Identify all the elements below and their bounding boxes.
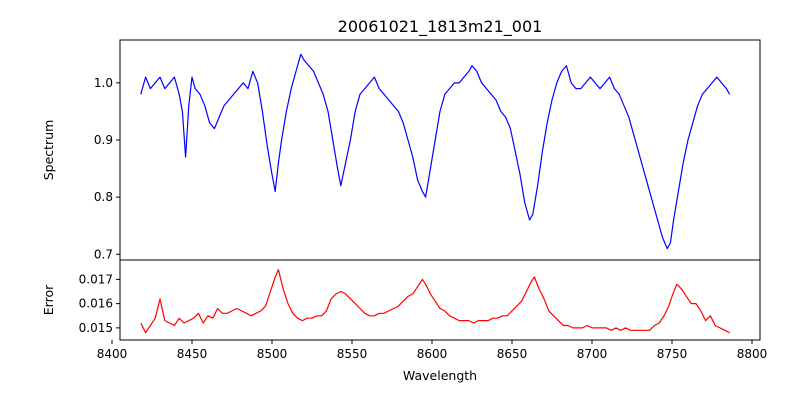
spectrum-y-label: Spectrum	[41, 120, 56, 181]
error-axes-frame	[119, 259, 761, 341]
x-axis-label: Wavelength	[403, 368, 477, 383]
wavelength-x-ticks: 8400 8450 8500 8550 8600 8650 8700 8750 8800	[97, 340, 768, 361]
spectrum-axes-frame	[119, 39, 761, 261]
spectrum-series-line	[140, 53, 731, 250]
spectrum-y-ticks: 0.7 0.8 0.9 1.0	[94, 76, 120, 261]
spectrum-y-tick-label: 1.0	[94, 76, 113, 90]
spectrum-y-tick-label: 0.7	[94, 247, 113, 261]
spectrum-y-tick-label: 0.8	[94, 190, 113, 204]
error-y-label: Error	[41, 284, 56, 315]
error-y-tick-label: 0.017	[79, 272, 113, 286]
x-tick-label: 8400	[97, 347, 128, 361]
x-tick-label: 8800	[737, 347, 768, 361]
x-tick-label: 8600	[417, 347, 448, 361]
error-y-ticks: 0.015 0.016 0.017	[79, 272, 120, 335]
error-panel: 0.015 0.016 0.017 8400 8450 8500 8550 8600 8650…	[41, 259, 768, 383]
error-y-tick-label: 0.015	[79, 321, 113, 335]
error-series-line	[140, 269, 730, 334]
x-tick-label: 8750	[657, 347, 688, 361]
spectrum-plot-area	[140, 53, 731, 250]
x-tick-label: 8450	[177, 347, 208, 361]
x-tick-label: 8550	[337, 347, 368, 361]
x-tick-label: 8650	[497, 347, 528, 361]
error-plot-area	[140, 269, 730, 334]
spectrum-y-tick-label: 0.9	[94, 133, 113, 147]
x-tick-label: 8500	[257, 347, 288, 361]
chart-title: 20061021_1813m21_001	[338, 17, 543, 37]
error-y-tick-label: 0.016	[79, 297, 113, 311]
x-tick-label: 8700	[577, 347, 608, 361]
spectrum-panel: 0.7 0.8 0.9 1.0 Spectrum	[41, 39, 761, 261]
